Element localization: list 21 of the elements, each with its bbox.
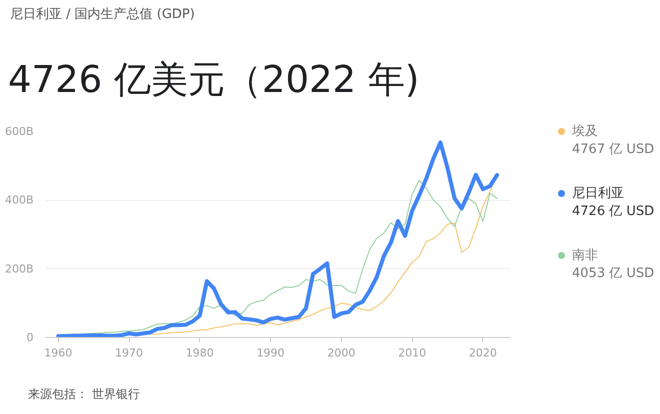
- legend-label: 南非: [572, 248, 598, 263]
- text: 4053 亿 USD: [572, 266, 654, 281]
- y-tick-label: 200B: [4, 262, 34, 276]
- x-tick-label: 2010: [398, 346, 426, 360]
- text: 来源包括： 世界银行: [28, 386, 140, 403]
- y-tick-label: 0: [26, 331, 34, 344]
- text: 4767 亿 USD: [572, 142, 654, 157]
- x-tick-label: 2020: [468, 346, 497, 360]
- x-tick-label: 2000: [327, 346, 356, 360]
- legend-label: 埃及: [572, 124, 598, 139]
- chart-subtitle: 尼日利亚 / 国内生产总值 (GDP): [10, 6, 195, 24]
- chart-title: 4726 亿美元（2022 年): [8, 57, 420, 103]
- x-tick-label: 1990: [256, 346, 285, 360]
- text: 4726 亿 USD: [572, 204, 654, 219]
- line-series: [56, 140, 500, 338]
- x-tick-label: 1970: [115, 346, 144, 360]
- y-tick-label: 400B: [4, 194, 34, 207]
- legend-label: 尼日利亚: [572, 186, 624, 201]
- y-tick-label: 600B: [4, 125, 34, 138]
- x-tick-label: 1980: [186, 346, 214, 360]
- x-tick-label: 1960: [44, 346, 72, 360]
